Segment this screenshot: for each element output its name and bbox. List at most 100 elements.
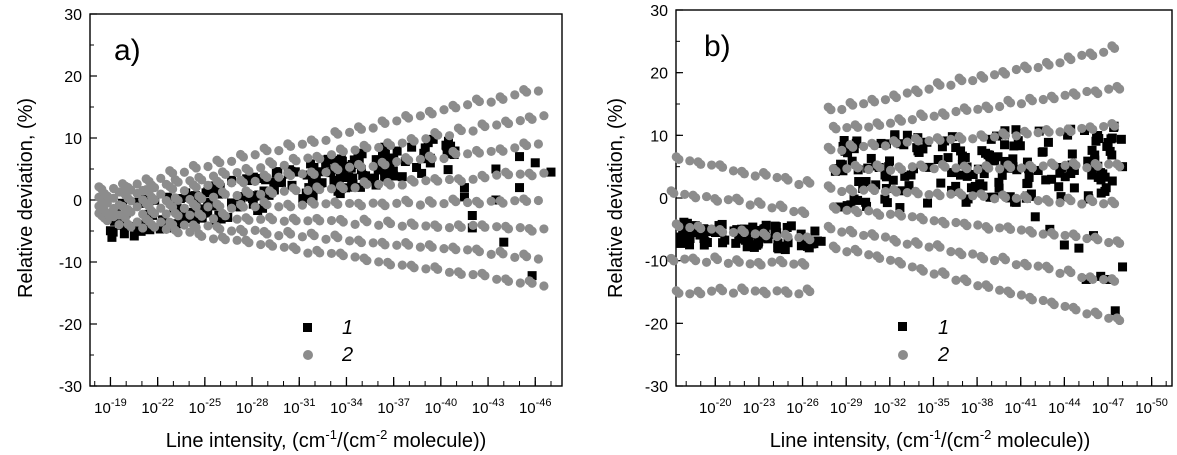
data-point-series-2 [524,276,534,286]
data-point-series-2 [951,106,961,117]
data-point-series-2 [794,179,804,190]
data-point-series-2 [312,213,322,224]
data-point-series-2 [823,221,833,231]
data-point-series-2 [1020,258,1030,268]
data-point-series-2 [156,217,166,227]
data-point-series-2 [495,246,505,257]
data-point-series-2 [707,224,717,234]
data-point-series-2 [932,78,942,88]
data-point-series-2 [468,220,478,231]
data-point-series-2 [880,232,891,242]
y-tick-label: 30 [64,7,82,24]
data-point-series-1 [1000,140,1010,150]
data-point-series-2 [533,139,544,149]
data-point-series-2 [924,189,934,200]
data-point-series-2 [954,132,964,142]
data-point-series-2 [1038,295,1048,306]
data-point-series-2 [973,104,983,114]
data-point-series-2 [359,140,369,151]
data-point-series-1 [389,153,399,163]
y-tick-label: 20 [650,66,668,83]
data-point-series-2 [353,159,364,170]
data-point-series-2 [902,188,912,198]
data-point-series-1 [1069,165,1079,175]
data-point-series-1 [1047,174,1057,184]
data-point-series-2 [1068,229,1078,239]
data-point-series-1 [258,203,268,213]
data-point-series-2 [867,229,877,239]
data-point-series-1 [397,172,407,182]
data-point-series-1 [350,155,360,165]
data-point-series-2 [468,174,478,184]
data-point-series-2 [448,242,458,252]
data-point-series-2 [1112,313,1122,323]
y-tick-label: 10 [64,131,82,148]
data-point-series-2 [1038,229,1048,239]
data-point-series-2 [109,183,119,194]
data-point-series-2 [995,223,1005,233]
data-point-series-1 [997,170,1007,180]
data-point-series-2 [894,208,904,219]
data-point-series-2 [837,104,847,115]
data-point-series-2 [477,220,487,230]
data-point-series-2 [701,191,712,202]
data-point-series-2 [161,224,171,234]
data-point-series-2 [1077,123,1087,134]
data-point-series-2 [114,210,124,220]
data-point-series-2 [179,220,189,230]
data-point-series-2 [1055,127,1065,137]
data-point-series-2 [1090,307,1100,317]
data-point-series-2 [671,219,681,229]
x-tick-label: 10-35 [917,397,950,417]
data-point-series-2 [929,111,939,121]
data-point-series-2 [885,165,896,175]
data-point-series-2 [471,244,482,254]
data-point-series-1 [515,183,525,193]
data-point-series-2 [750,171,760,181]
data-point-series-2 [330,197,340,207]
data-point-series-2 [1107,118,1117,129]
data-point-series-1 [210,186,220,196]
data-point-series-1 [190,215,200,225]
data-point-series-2 [259,170,269,180]
data-point-series-2 [850,244,860,254]
data-point-series-2 [274,231,284,241]
data-point-series-2 [867,183,877,193]
data-point-series-2 [138,209,148,219]
data-point-series-2 [377,237,387,247]
data-point-series-2 [345,236,355,246]
data-point-series-1 [1063,130,1073,140]
data-point-series-2 [477,119,487,129]
data-point-series-2 [885,209,896,219]
data-point-series-1 [1081,274,1091,284]
data-point-series-2 [685,222,695,233]
data-point-series-1 [741,235,751,245]
data-point-series-2 [265,157,275,167]
data-point-series-2 [306,197,316,207]
data-point-series-1 [412,162,422,172]
data-point-series-1 [968,169,978,179]
data-point-series-2 [283,168,293,178]
data-point-series-2 [973,220,983,230]
data-point-series-1 [1054,182,1064,192]
data-point-series-2 [495,144,505,154]
data-point-series-2 [775,255,785,265]
data-point-series-2 [937,216,948,227]
data-point-series-1 [1060,172,1070,182]
data-point-series-2 [501,221,511,231]
data-point-series-1 [770,221,780,231]
data-point-series-2 [463,245,473,255]
data-point-series-1 [1023,178,1033,188]
data-point-series-1 [269,177,279,187]
data-point-series-1 [420,143,430,153]
data-point-series-2 [789,206,799,217]
data-point-series-2 [1046,227,1057,238]
data-point-series-1 [783,238,793,248]
data-point-series-2 [321,199,331,209]
data-point-series-1 [956,170,966,180]
data-point-series-1 [816,236,826,246]
data-point-series-2 [256,239,266,250]
data-point-series-2 [845,140,855,150]
data-point-series-2 [374,142,384,153]
legend-label-1-a: 1 [342,317,353,339]
